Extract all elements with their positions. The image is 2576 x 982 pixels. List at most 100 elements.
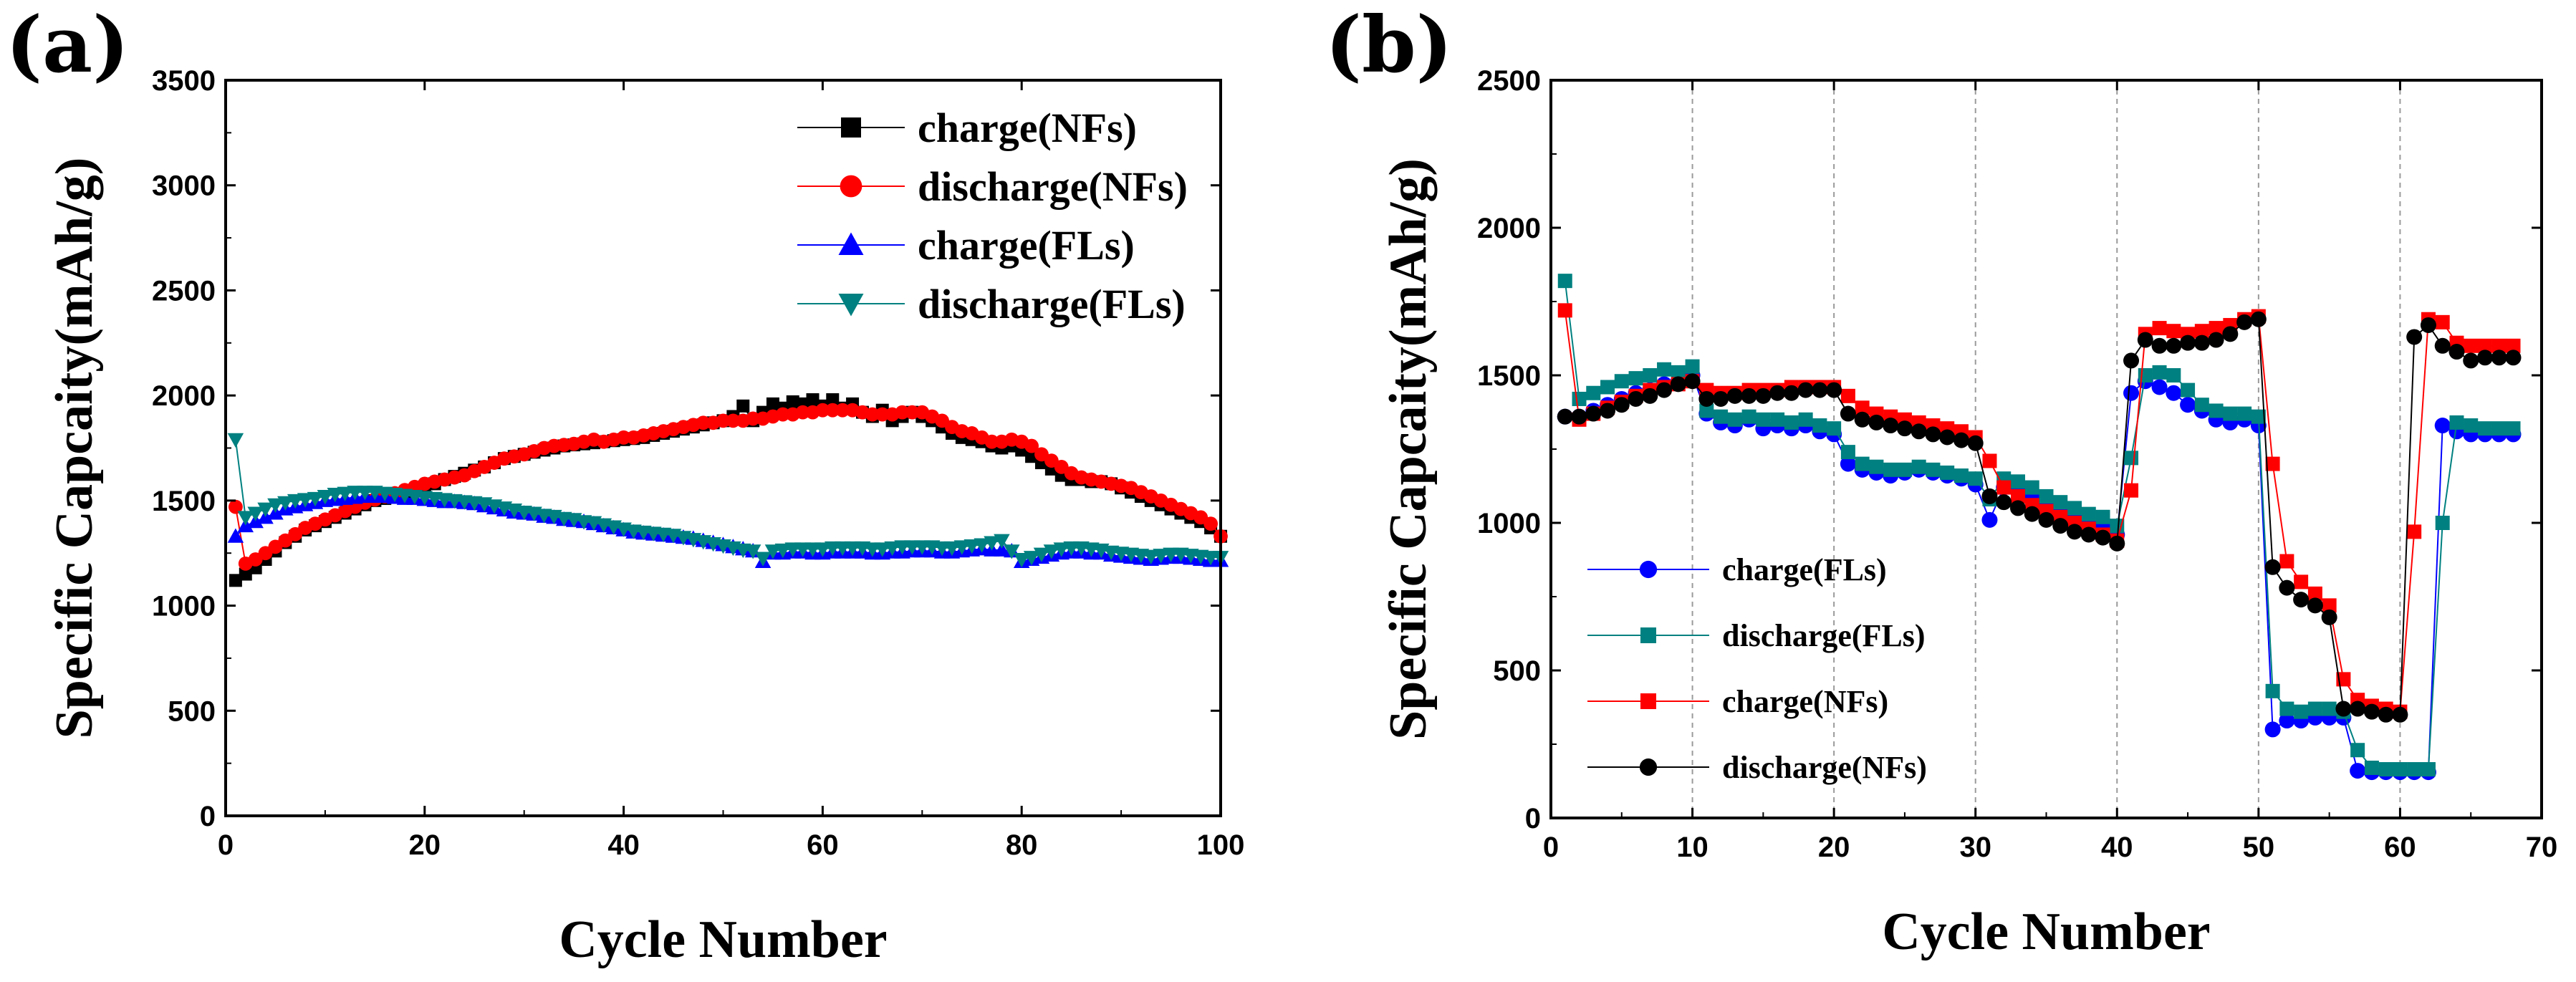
data-point bbox=[2123, 352, 2140, 369]
data-point bbox=[2279, 713, 2295, 729]
legend-label: discharge(NFs) bbox=[918, 163, 1188, 210]
data-point bbox=[2009, 500, 2026, 516]
data-point bbox=[1143, 549, 1160, 564]
data-point bbox=[2152, 321, 2167, 336]
data-point bbox=[2392, 706, 2408, 723]
data-point bbox=[2138, 368, 2153, 382]
y-tick-label: 500 bbox=[168, 695, 216, 727]
series-discharge(NFs) bbox=[1557, 311, 2522, 723]
data-point bbox=[247, 506, 264, 521]
data-point bbox=[2194, 324, 2209, 339]
data-point bbox=[2307, 597, 2323, 614]
y-tick-label: 1500 bbox=[1477, 360, 1541, 392]
data-point bbox=[835, 403, 850, 418]
y-tick-label: 2500 bbox=[1477, 65, 1541, 97]
x-tick-label: 20 bbox=[1818, 832, 1850, 863]
y-axis-title: Specific Capcaity(mAh/g) bbox=[1379, 158, 1438, 740]
x-tick-label: 10 bbox=[1676, 832, 1708, 863]
data-point bbox=[963, 539, 980, 554]
x-tick-label: 50 bbox=[2243, 832, 2275, 863]
data-point bbox=[2193, 334, 2210, 351]
data-point bbox=[2081, 506, 2096, 521]
legend-item: charge(FLs) bbox=[1587, 552, 1887, 587]
series-charge(FLs) bbox=[1557, 367, 2522, 781]
data-point bbox=[1657, 362, 1672, 377]
data-point bbox=[2435, 314, 2450, 329]
data-point bbox=[865, 407, 880, 422]
data-point bbox=[2123, 385, 2140, 401]
data-point bbox=[237, 511, 254, 526]
data-point bbox=[884, 541, 900, 557]
x-tick-label: 40 bbox=[607, 829, 640, 861]
data-point bbox=[1699, 403, 1714, 418]
data-point bbox=[2080, 526, 2097, 543]
data-point bbox=[874, 542, 890, 557]
data-point bbox=[2265, 683, 2280, 698]
data-point bbox=[1053, 542, 1070, 557]
data-point bbox=[1797, 382, 1814, 398]
legend-marker bbox=[838, 232, 864, 255]
data-point bbox=[1855, 456, 1870, 471]
data-point bbox=[2067, 524, 2083, 540]
data-point bbox=[2166, 385, 2182, 401]
data-point bbox=[1698, 390, 1715, 407]
data-point bbox=[1996, 494, 2012, 511]
legend-item: charge(NFs) bbox=[797, 105, 1137, 151]
data-point bbox=[287, 494, 304, 509]
data-point bbox=[2095, 509, 2110, 524]
data-point bbox=[786, 395, 799, 408]
legend-marker bbox=[840, 175, 862, 198]
legend-item: discharge(NFs) bbox=[797, 163, 1188, 210]
data-point bbox=[1585, 405, 1602, 422]
chart-panel-b: 0 10 20 30 40 50 60 70 0 500 1000 1500 2000 2500 Cycle… bbox=[1325, 0, 2557, 961]
data-point bbox=[1840, 405, 1856, 422]
data-point bbox=[2109, 535, 2125, 552]
data-point bbox=[2010, 488, 2025, 504]
legend-label: discharge(FLs) bbox=[1722, 618, 1926, 653]
data-point bbox=[1953, 432, 1969, 448]
data-point bbox=[2209, 321, 2224, 336]
data-point bbox=[2279, 701, 2294, 716]
data-point bbox=[1812, 382, 1828, 398]
legend-item: discharge(NFs) bbox=[1587, 750, 1927, 785]
data-point bbox=[1769, 385, 1786, 401]
legend-label: charge(NFs) bbox=[918, 105, 1137, 151]
data-point bbox=[616, 430, 631, 445]
data-point bbox=[1628, 390, 1644, 407]
data-point bbox=[2067, 501, 2082, 516]
legend: charge(NFs) discharge(NFs) charge(FLs) disc… bbox=[797, 105, 1188, 327]
data-point bbox=[2124, 451, 2139, 466]
data-point bbox=[1756, 412, 1771, 427]
data-point bbox=[2124, 483, 2139, 498]
data-point bbox=[1023, 551, 1040, 566]
data-point bbox=[766, 397, 779, 410]
data-point bbox=[2250, 311, 2267, 327]
data-point bbox=[1967, 435, 1984, 451]
data-point bbox=[2294, 574, 2309, 589]
data-point bbox=[228, 499, 243, 514]
data-point bbox=[2463, 352, 2479, 369]
data-point bbox=[1572, 391, 1587, 406]
y-tick-label: 1500 bbox=[152, 486, 216, 517]
x-tick-label: 20 bbox=[409, 829, 441, 861]
data-point bbox=[1981, 511, 1998, 528]
data-point bbox=[1727, 412, 1742, 427]
data-point bbox=[337, 486, 353, 501]
data-point bbox=[267, 498, 284, 513]
data-point bbox=[1642, 387, 1658, 404]
data-point bbox=[1004, 544, 1020, 559]
data-point bbox=[1840, 388, 1855, 403]
data-point bbox=[2307, 586, 2322, 601]
data-point bbox=[1883, 462, 1898, 477]
x-axis-title: Cycle Number bbox=[559, 910, 887, 969]
data-point bbox=[2506, 338, 2521, 353]
data-point bbox=[2350, 763, 2366, 779]
data-point bbox=[2237, 406, 2252, 421]
data-point bbox=[2407, 762, 2422, 777]
data-point bbox=[277, 496, 294, 511]
data-point bbox=[2039, 488, 2054, 504]
data-point bbox=[1896, 420, 1913, 437]
data-point bbox=[746, 411, 761, 426]
panel-label: (a) bbox=[6, 0, 129, 90]
